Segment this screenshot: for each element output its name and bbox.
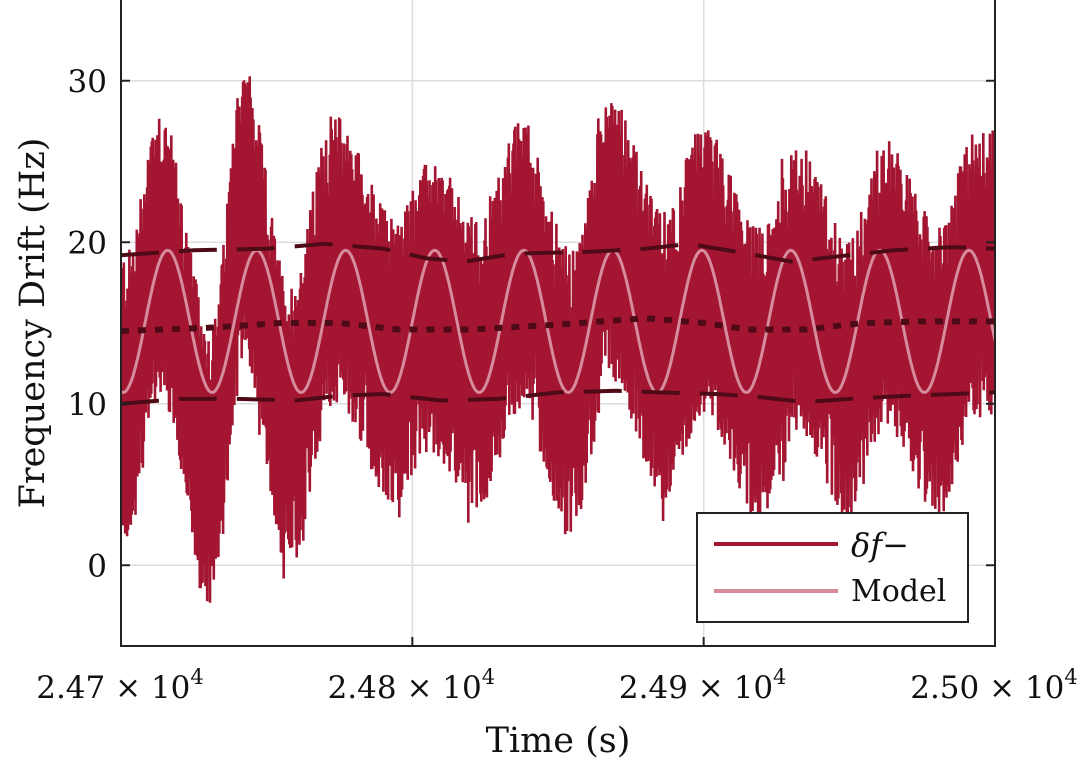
upper-envelope-dashed-line bbox=[121, 241, 995, 264]
x-tick-label: 2.48 × 104 bbox=[328, 665, 496, 706]
y-tick-label: 30 bbox=[68, 64, 107, 100]
x-tick-label: 2.50 × 104 bbox=[910, 665, 1078, 706]
x-tick-label: 2.47 × 104 bbox=[36, 665, 204, 706]
legend-label-model: Model bbox=[851, 574, 946, 609]
y-axis-label: Frequency Drift (Hz) bbox=[13, 138, 53, 509]
legend: δf− Model bbox=[696, 512, 969, 623]
mean-dotted-line bbox=[121, 315, 995, 335]
legend-box bbox=[696, 512, 969, 623]
y-tick-label: 0 bbox=[87, 548, 107, 584]
legend-label-delta-f: δf− bbox=[851, 526, 909, 564]
axis-ticks: 0 10 20 30 2.47 × 104 2.48 × 104 2.49 × 104 2.5… bbox=[36, 64, 1078, 706]
x-tick-label: 2.49 × 104 bbox=[619, 665, 787, 706]
plot-area-frame bbox=[120, 0, 996, 647]
y-tick-label: 10 bbox=[68, 387, 107, 423]
y-tick-label: 20 bbox=[68, 225, 107, 261]
series-model-line bbox=[121, 248, 995, 394]
x-axis-label: Time (s) bbox=[486, 721, 631, 761]
lower-envelope-dashed-line bbox=[121, 388, 995, 406]
